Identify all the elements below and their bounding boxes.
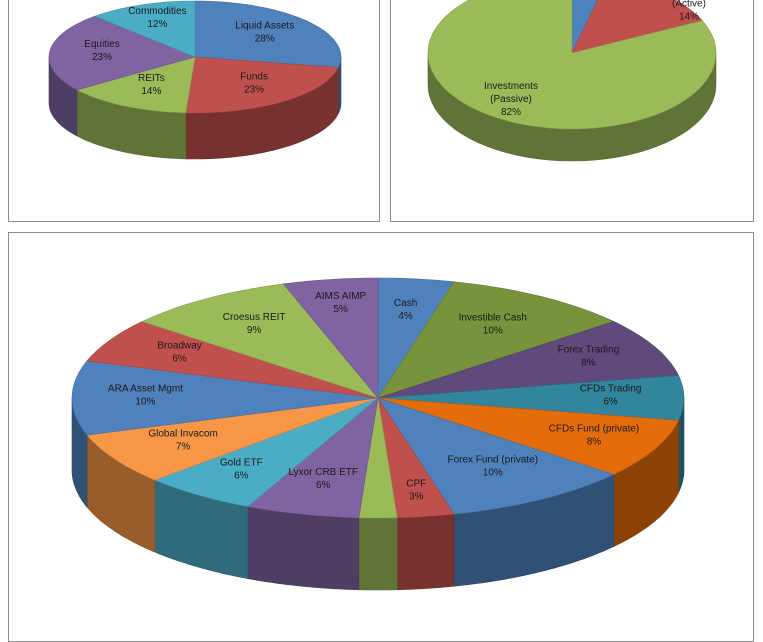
pie-slice-cfds-trading <box>377 375 685 421</box>
pie-side-unlabeled-7 <box>358 517 398 591</box>
pie-labels: (Active) 14% Investments (Passive) 82% <box>484 0 706 118</box>
pie-top-faces <box>427 0 717 130</box>
pie-side-walls <box>71 398 685 591</box>
pie-labels: Liquid Assets 28% Funds 23% REITs 14% Equities… <box>84 6 294 97</box>
pie-slice-investments-passive <box>427 0 717 130</box>
pie-label-funds: Funds 23% <box>240 72 268 96</box>
pie-slice-active <box>571 0 703 54</box>
pie-label-broadway: Broadway 6% <box>157 341 201 365</box>
pie-label-croesus-reit: Croesus REIT 9% <box>223 312 286 336</box>
pie-side-cpf <box>396 513 455 591</box>
pie-slice-liquid-assets <box>194 0 342 68</box>
pie-label-equities: Equities 23% <box>84 39 120 63</box>
pie-slice-cpf <box>377 397 455 519</box>
pie-chart-allocation: Liquid Assets 28% Funds 23% REITs 14% Equities… <box>48 0 342 160</box>
chart-panel-active-passive: (Active) 14% Investments (Passive) 82% <box>390 0 754 222</box>
pie-slice-lyxor-crb-etf <box>247 397 379 519</box>
pie-label-cfds-trading: CFDs Trading 6% <box>580 384 642 408</box>
pie-label-commodities: Commodities 12% <box>128 6 186 30</box>
pie-slice-forex-fund-private <box>377 397 615 515</box>
pie-slice-cfds-fund-private <box>377 397 680 475</box>
pie-label-liquid-assets: Liquid Assets 28% <box>235 20 294 44</box>
pie-label-active: (Active) 14% <box>672 0 706 23</box>
chart-panel-holdings: Cash 4% Investible Cash 10% Forex Trading 8% C… <box>8 232 754 642</box>
pie-side-walls <box>48 57 342 160</box>
pie-slice-funds <box>185 56 339 114</box>
pie-slice-croesus-reit <box>141 283 379 399</box>
pie-slice-investible-cash <box>377 281 615 399</box>
pie-label-cash: Cash 4% <box>394 298 417 322</box>
pie-label-investments-passive: Investments (Passive) 82% <box>484 81 538 118</box>
pie-slice-ara-asset-mgmt <box>71 360 379 436</box>
pie-labels: Cash 4% Investible Cash 10% Forex Trading 8% C… <box>108 291 641 502</box>
pie-label-forex-trading: Forex Trading 8% <box>558 345 620 369</box>
pie-side-lyxor-crb-etf <box>247 506 360 591</box>
pie-label-lyxor-crb-etf: Lyxor CRB ETF 6% <box>288 467 358 491</box>
pie-top-faces <box>48 0 342 114</box>
pie-chart-holdings: Cash 4% Investible Cash 10% Forex Trading 8% C… <box>71 277 685 591</box>
pie-chart-active-passive: (Active) 14% Investments (Passive) 82% <box>427 0 717 162</box>
pie-slice-unlabeled-7 <box>358 397 398 519</box>
pie-slice-aims-aimp <box>282 277 379 399</box>
pie-label-ara-asset-mgmt: ARA Asset Mgmt 10% <box>108 384 183 408</box>
pie-label-investible-cash: Investible Cash 10% <box>459 313 527 337</box>
pie-label-cfds-fund-private: CFDs Fund (private) 8% <box>549 423 640 447</box>
pie-label-gold-etf: Gold ETF 6% <box>220 457 263 481</box>
pie-slice-equities <box>48 15 196 91</box>
pie-slice-broadway <box>86 321 379 399</box>
pie-label-aims-aimp: AIMS AIMP 5% <box>315 291 366 315</box>
pie-slice-forex-trading <box>377 321 680 399</box>
pie-label-forex-fund-private: Forex Fund (private) 10% <box>447 454 538 478</box>
pie-slice-commodities <box>94 0 196 58</box>
chart-panel-allocation: Liquid Assets 28% Funds 23% REITs 14% Equities… <box>8 0 380 222</box>
pie-label-reits: REITs 14% <box>138 73 165 97</box>
pie-slice-reits <box>76 56 196 114</box>
pie-top-faces <box>71 277 685 519</box>
pie-slice-global-invacom <box>86 397 379 481</box>
pie-slice-gold-etf <box>154 397 379 507</box>
pie-label-cpf: CPF 3% <box>406 478 426 502</box>
pie-slice-cash <box>377 277 455 400</box>
pie-label-global-invacom: Global Invacom 7% <box>148 429 217 453</box>
